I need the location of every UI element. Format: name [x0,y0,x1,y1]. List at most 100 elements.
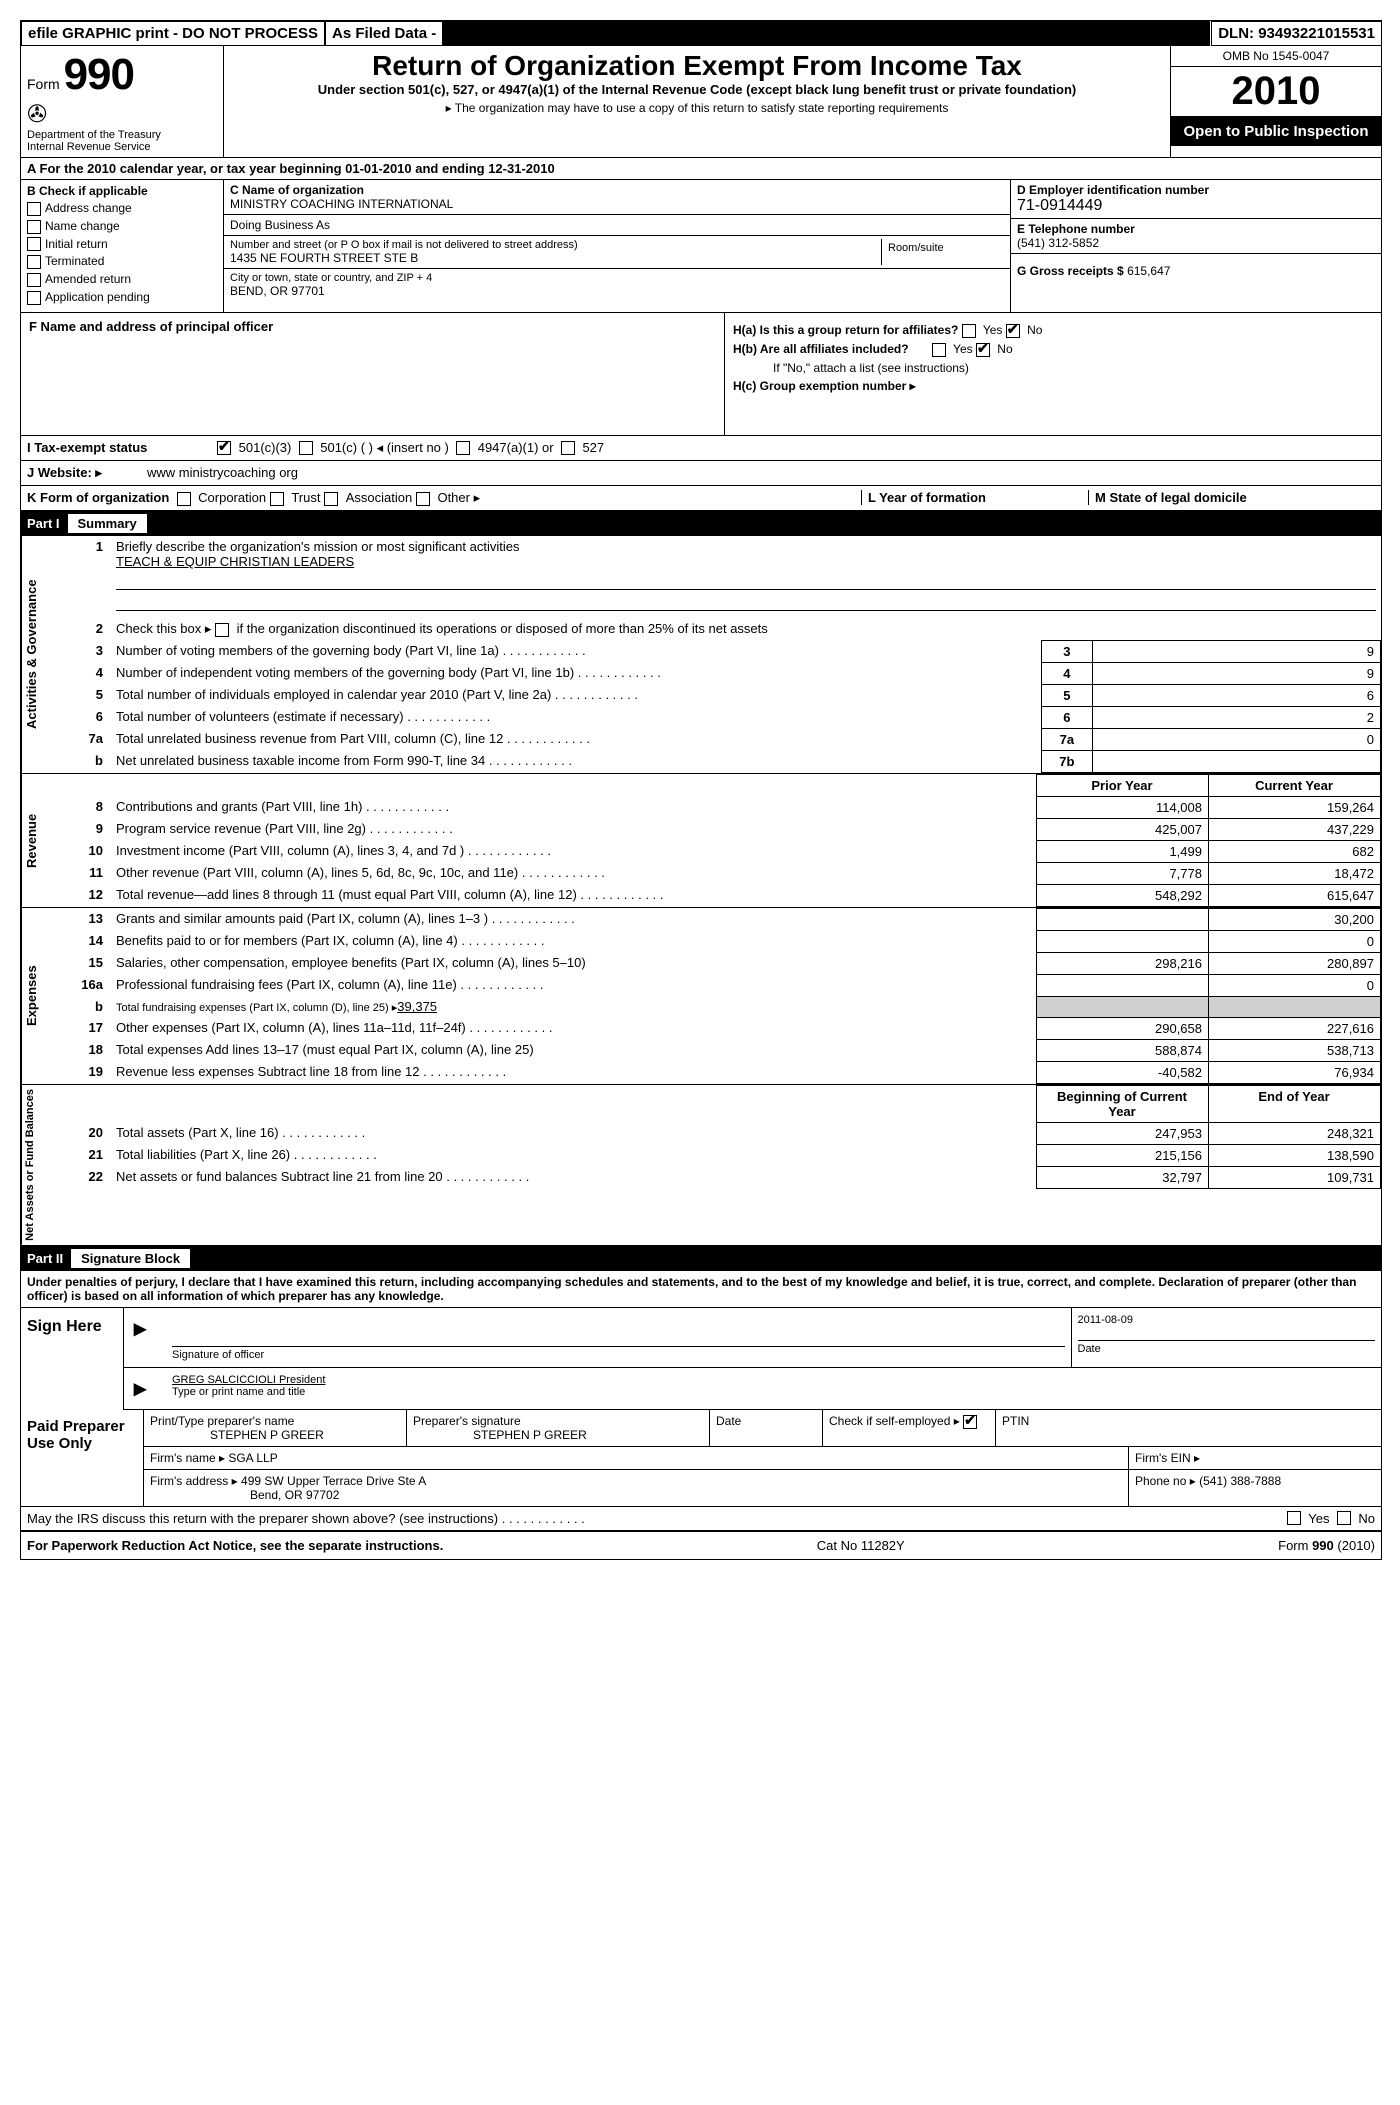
tax-year: 2010 [1171,67,1381,117]
section-expenses: Expenses 13Grants and similar amounts pa… [21,908,1381,1085]
chk-terminated[interactable] [27,255,41,269]
e15-text: Salaries, other compensation, employee b… [116,955,586,970]
sig-date-value: 2011-08-09 [1078,1314,1376,1326]
chk-other[interactable] [416,492,430,506]
chk-corp[interactable] [177,492,191,506]
section-governance: Activities & Governance 1 Briefly descri… [21,536,1381,774]
yof-label: L Year of formation [868,490,986,505]
vert-expenses: Expenses [21,908,58,1084]
e18-prior: 588,874 [1037,1039,1209,1061]
box-b-heading: B Check if applicable [27,184,217,198]
chk-assoc[interactable] [324,492,338,506]
part-i-header: Part I Summary [21,511,1381,536]
discuss-text: May the IRS discuss this return with the… [27,1511,498,1526]
topbar: efile GRAPHIC print - DO NOT PROCESS As … [21,21,1381,46]
section-bcd: B Check if applicable Address change Nam… [21,180,1381,313]
r12-prior: 548,292 [1037,884,1209,906]
e17-curr: 227,616 [1209,1017,1381,1039]
pt-label: Print/Type preparer's name [150,1414,400,1428]
r10-prior: 1,499 [1037,840,1209,862]
part-ii-name: Signature Block [71,1249,190,1268]
l3-num: 3 [58,640,111,662]
hc-label: H(c) Group exemption number ▸ [733,379,1373,393]
l7a-box: 7a [1041,728,1092,750]
hdr-begin: Beginning of Current Year [1037,1085,1209,1122]
footer-right: Form 990 (2010) [1278,1538,1375,1553]
lbl-discuss-no: No [1358,1511,1375,1526]
lbl-other: Other ▸ [437,490,480,505]
dln-box: DLN: 93493221015531 [1211,21,1381,46]
e16a-text: Professional fundraising fees (Part IX, … [116,977,457,992]
e19-prior: -40,582 [1037,1061,1209,1083]
section-revenue: Revenue Prior YearCurrent Year 8Contribu… [21,774,1381,908]
chk-amended[interactable] [27,273,41,287]
chk-4947[interactable] [456,441,470,455]
n22-end: 109,731 [1209,1166,1381,1188]
r12-text: Total revenue—add lines 8 through 11 (mu… [116,887,577,902]
lbl-501c: 501(c) ( ) ◂ (insert no ) [320,440,449,456]
l7a-val: 0 [1092,728,1380,750]
r11-text: Other revenue (Part VIII, column (A), li… [116,865,518,880]
n21-text: Total liabilities (Part X, line 26) [116,1147,290,1162]
chk-501c[interactable] [299,441,313,455]
ha-label: H(a) Is this a group return for affiliat… [733,323,958,337]
r8-num: 8 [58,796,111,818]
hb-label: H(b) Are all affiliates included? [733,342,909,356]
chk-trust[interactable] [270,492,284,506]
r10-text: Investment income (Part VIII, column (A)… [116,843,464,858]
lbl-name-change: Name change [45,219,120,233]
e14-prior [1037,930,1209,952]
chk-name-change[interactable] [27,220,41,234]
header: Form 990 ✇ Department of the Treasury In… [21,46,1381,158]
city-label: City or town, state or country, and ZIP … [230,272,1004,284]
chk-ha-no[interactable] [1006,324,1020,338]
chk-527[interactable] [561,441,575,455]
chk-hb-no[interactable] [976,343,990,357]
chk-app-pending[interactable] [27,291,41,305]
chk-address-change[interactable] [27,202,41,216]
n22-begin: 32,797 [1037,1166,1209,1188]
chk-discontinued[interactable] [215,623,229,637]
l5-val: 6 [1092,684,1380,706]
r8-curr: 159,264 [1209,796,1381,818]
l7b-box: 7b [1041,750,1092,772]
box-h: H(a) Is this a group return for affiliat… [725,313,1381,435]
l3-val: 9 [1092,640,1380,662]
row-k: K Form of organization Corporation Trust… [21,486,1381,511]
part-i-title: Part I [27,516,60,531]
lbl-initial-return: Initial return [45,237,108,251]
l4-val: 9 [1092,662,1380,684]
tel-value: (541) 312-5852 [1017,236,1375,250]
e15-prior: 298,216 [1037,952,1209,974]
dept-treasury: Department of the Treasury [27,129,217,141]
firm-name: SGA LLP [228,1451,277,1465]
l6-val: 2 [1092,706,1380,728]
chk-501c3[interactable] [217,441,231,455]
chk-initial-return[interactable] [27,237,41,251]
section-fh: F Name and address of principal officer … [21,313,1381,436]
l5-num: 5 [58,684,111,706]
box-d: D Employer identification number 71-0914… [1011,180,1381,312]
e16b-fund: 39,375 [397,999,437,1014]
e13-curr: 30,200 [1209,908,1381,930]
officer-name: GREG SALCICCIOLI President [172,1374,1375,1386]
r11-num: 11 [58,862,111,884]
chk-discuss-no[interactable] [1337,1511,1351,1525]
firm-addr-label: Firm's address ▸ [150,1474,238,1488]
e18-curr: 538,713 [1209,1039,1381,1061]
chk-self-employed[interactable] [963,1415,977,1429]
chk-ha-yes[interactable] [962,324,976,338]
l4-num: 4 [58,662,111,684]
form-word: Form [27,76,60,92]
part-ii-title: Part II [27,1251,63,1266]
chk-discuss-yes[interactable] [1287,1511,1301,1525]
chk-hb-yes[interactable] [932,343,946,357]
e16b-prior [1037,996,1209,1017]
form-number: 990 [64,50,134,99]
box-f: F Name and address of principal officer [21,313,725,435]
hdr-prior: Prior Year [1037,774,1209,796]
r8-prior: 114,008 [1037,796,1209,818]
row-j: J Website: ▸ www ministrycoaching org [21,461,1381,486]
e15-curr: 280,897 [1209,952,1381,974]
e17-num: 17 [58,1017,111,1039]
